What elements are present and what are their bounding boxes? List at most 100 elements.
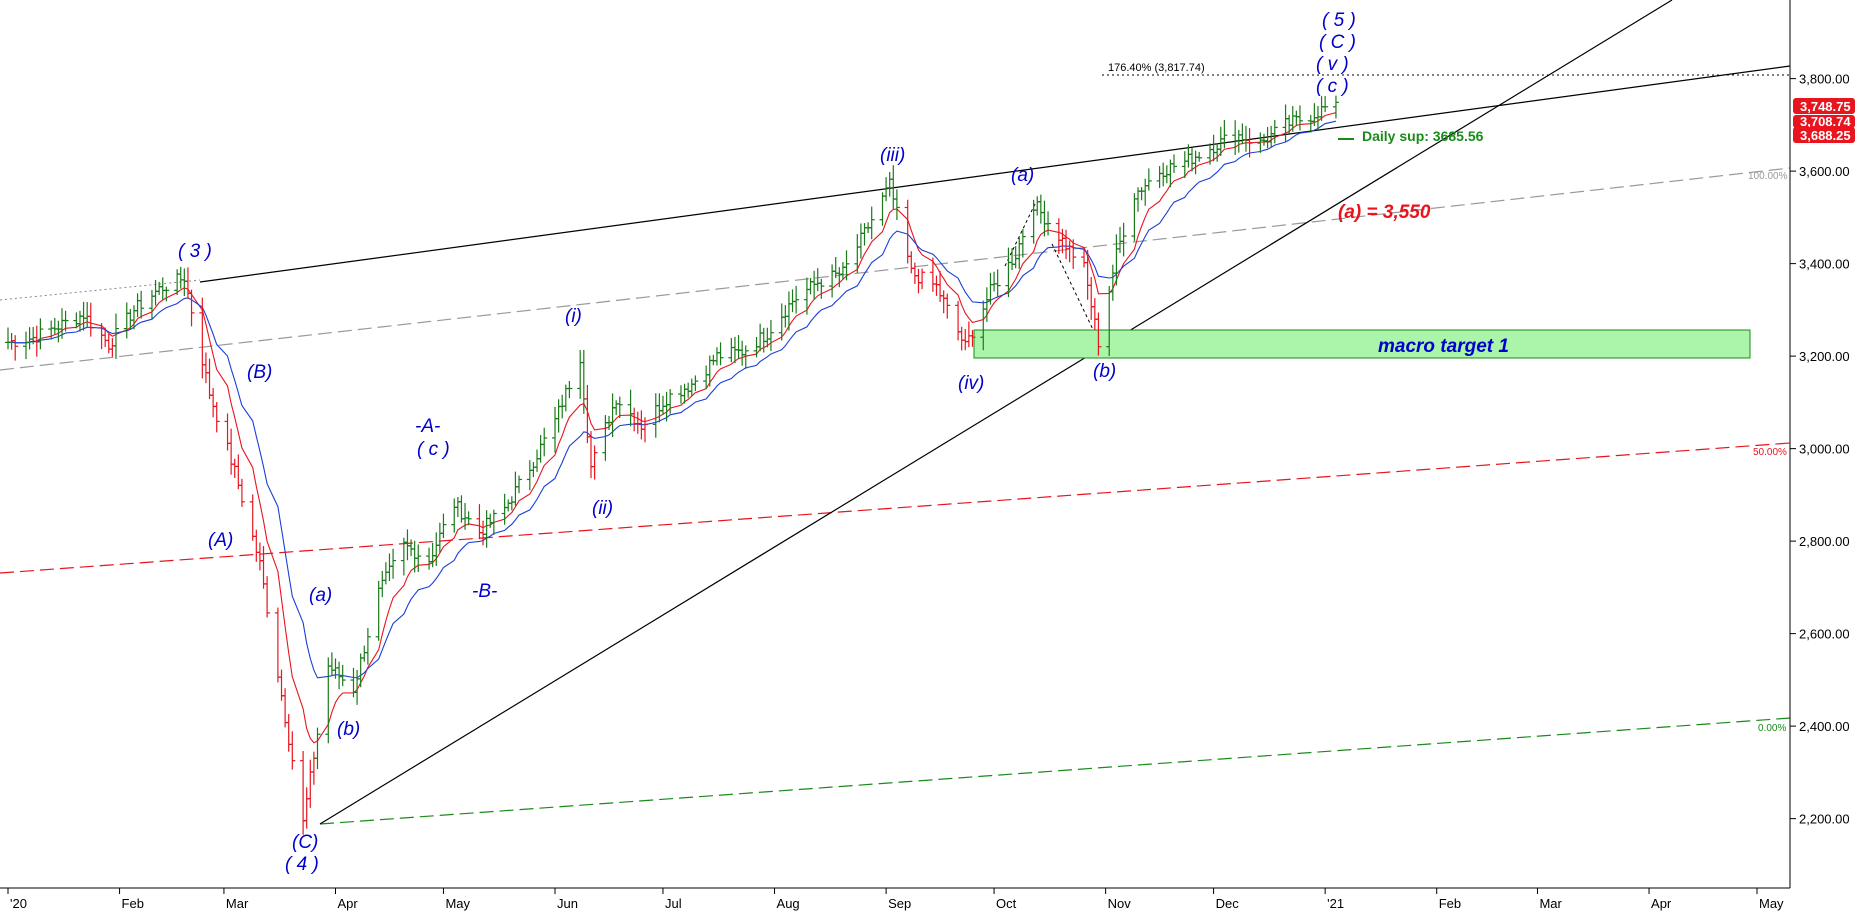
price-bar [667,389,674,414]
y-axis: 2,200.00 2,400.00 2,600.00 2,800.00 3,000.00… [1790,72,1850,827]
price-bar [843,250,850,281]
y-tick-label: 2,200.00 [1799,812,1850,827]
wave-label-iv: (iv) [958,373,984,394]
price-bar [717,342,724,366]
price-bar [37,318,44,350]
price-bar [138,290,145,319]
wave-label-B-minor: -B- [472,581,497,602]
wave-label-3: ( 3 ) [178,241,212,262]
fib-level-labels: 100.00% 50.00% 0.00% [1748,171,1788,734]
wave-label-a-small: (a) [309,585,332,606]
macro-target-label: macro target 1 [1378,336,1509,357]
price-bar [1045,211,1052,236]
wave-label-i: (i) [565,306,582,327]
price-bar [314,727,321,770]
wave-label-b-nov: (b) [1093,361,1116,382]
macro-target-zone [973,329,1751,359]
price-bars [5,95,1339,835]
wave-label-iii: (iii) [880,145,905,166]
price-bar [793,285,800,314]
price-bar [163,286,170,302]
wave-label-4: ( 4 ) [285,854,319,875]
price-bar [213,402,220,433]
fib-100-line [0,167,1791,371]
x-tick-label: Nov [1108,896,1132,911]
wave-labels: ( 3 ) (B) (A) (a) (b) (C) ( 4 ) -A- ( c … [178,10,1509,875]
price-tags: 3,748.75 3,708.74 3,688.25 [1793,98,1855,143]
x-tick-label: Jul [665,896,682,911]
price-tag-2: 3,708.74 [1800,114,1851,129]
wave-label-B: (B) [247,362,272,383]
x-tick-label: Aug [777,896,800,911]
price-bar [591,445,598,480]
dotted-trendline-extension [0,279,201,301]
price-bar [12,335,19,361]
x-tick-label: May [445,896,470,911]
price-bar [465,511,472,526]
price-bar [1171,154,1177,173]
fib-0-label: 0.00% [1758,723,1786,734]
daily-support-label: Daily sup: 3685.56 [1362,128,1484,144]
price-bar [112,313,119,359]
wave-label-5: ( 5 ) [1322,10,1356,31]
fib-0-line [319,717,1791,825]
price-bar [1221,120,1228,149]
fib-50-label: 50.00% [1753,447,1787,458]
price-bar [767,319,774,351]
price-bar [969,330,976,347]
y-tick-label: 2,800.00 [1799,534,1850,549]
price-bar [516,475,523,494]
price-bar [364,627,371,665]
y-tick-label: 3,800.00 [1799,72,1850,87]
wave-label-c-minor: ( c ) [417,439,450,460]
y-tick-label: 2,400.00 [1799,719,1850,734]
price-bar [264,576,271,618]
price-bar [415,544,422,573]
price-bar [541,427,548,457]
price-tag-bg-3 [1793,127,1855,143]
x-tick-label: Apr [337,896,358,911]
y-tick-label: 3,400.00 [1799,257,1850,272]
price-tag-3: 3,688.25 [1800,128,1851,143]
price-bar [238,478,245,507]
price-bar [944,293,951,319]
price-bar [1145,168,1152,191]
x-tick-label: Mar [1539,896,1562,911]
price-bar [641,417,648,443]
fib-100-label: 100.00% [1748,171,1788,182]
y-tick-label: 3,000.00 [1799,442,1850,457]
price-bar [1196,151,1203,162]
x-tick-label: Jun [557,896,578,911]
price-tag-bg-2 [1793,115,1855,128]
x-tick-label: Mar [226,896,249,911]
price-bar [692,375,699,392]
price-bar [1322,96,1329,113]
x-tick-label: Dec [1216,896,1240,911]
price-bar [1095,312,1102,356]
price-bar [1296,105,1303,131]
price-bar [188,289,195,327]
upper-channel-trendline [199,65,1791,283]
price-bar [566,381,573,399]
x-tick-label: Apr [1651,896,1672,911]
x-tick-label: '20 [10,896,27,911]
price-bar [1332,95,1339,119]
wave-label-A-minor: -A- [415,416,440,437]
price-bar [339,664,346,687]
wave-label-A: (A) [208,530,233,551]
trendlines [0,0,1791,825]
wave-label-a-oct: (a) [1011,165,1034,186]
price-bar [868,206,875,240]
price-bar [87,302,94,337]
price-tag-bg-1 [1793,98,1855,114]
x-tick-label: Oct [996,896,1017,911]
wave-label-b-small: (b) [337,719,360,740]
x-tick-label: Feb [122,896,144,911]
y-tick-label: 2,600.00 [1799,627,1850,642]
price-bar [1070,239,1077,269]
price-bar [919,268,926,290]
price-bar [1120,222,1127,257]
